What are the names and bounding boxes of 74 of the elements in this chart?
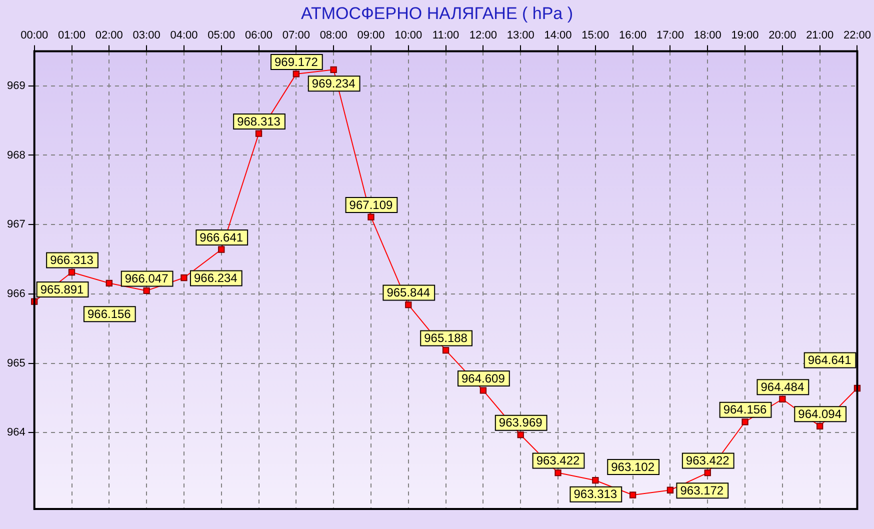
y-tick-label: 965 [6, 357, 26, 370]
point [816, 422, 824, 430]
data-label: 966.156 [87, 306, 132, 321]
x-tick-label: 02:00 [95, 30, 123, 42]
point [405, 301, 412, 308]
x-tick-label: 16:00 [619, 30, 647, 42]
x-tick-label: 00:00 [20, 30, 48, 42]
data-label: 964.484 [760, 380, 804, 394]
point [442, 346, 450, 354]
y-tick-label: 964 [6, 426, 26, 439]
y-tick-label: 968 [6, 149, 26, 162]
point [330, 66, 337, 73]
x-tick-label: 11:00 [432, 30, 460, 42]
data-label: 963.313 [574, 487, 618, 502]
point [554, 469, 562, 476]
x-tick-label: 09:00 [357, 30, 385, 42]
data-label: 964.641 [808, 353, 852, 368]
data-label: 964.156 [723, 402, 768, 417]
x-tick-label: 06:00 [245, 30, 273, 42]
point [480, 387, 487, 394]
x-tick-label: 13:00 [506, 30, 534, 42]
point [742, 418, 748, 426]
x-tick-label: 12:00 [469, 30, 497, 42]
data-label: 967.109 [349, 198, 393, 212]
x-tick-label: 15:00 [582, 30, 610, 42]
data-label: 965.188 [424, 331, 468, 346]
data-label: 963.102 [611, 460, 655, 474]
point [180, 274, 188, 282]
x-tick-label: 22:00 [843, 30, 871, 42]
data-label: 966.641 [200, 230, 244, 244]
point [704, 469, 711, 476]
data-label: 966.234 [194, 271, 238, 286]
data-label: 966.313 [50, 253, 94, 268]
point [143, 287, 150, 294]
data-label: 963.172 [680, 483, 724, 498]
point [68, 268, 76, 276]
x-tick-label: 05:00 [208, 30, 236, 42]
data-label: 968.313 [237, 114, 281, 128]
x-tick-label: 07:00 [282, 30, 310, 42]
x-tick-label: 21:00 [806, 30, 834, 42]
point [368, 214, 374, 220]
point [255, 130, 262, 137]
x-tick-label: 19:00 [731, 30, 759, 42]
x-tick-label: 10:00 [394, 30, 422, 42]
x-tick-label: 20:00 [768, 30, 796, 42]
data-label: 964.094 [798, 406, 842, 421]
x-tick-label: 01:00 [58, 30, 86, 42]
x-tick-label: 08:00 [320, 30, 348, 42]
point [292, 70, 300, 78]
data-label: 966.047 [124, 272, 169, 286]
x-tick-label: 17:00 [656, 30, 684, 42]
data-label: 969.172 [274, 54, 318, 69]
point [666, 486, 674, 494]
x-tick-label: 04:00 [170, 30, 198, 42]
data-label: 963.422 [686, 454, 730, 468]
x-tick-label: 14:00 [544, 30, 572, 42]
data-label: 969.234 [312, 76, 356, 90]
x-tick-label: 18:00 [694, 30, 722, 42]
data-label: 965.891 [40, 282, 84, 296]
data-label: 963.422 [536, 454, 580, 468]
y-tick-label: 966 [6, 288, 26, 300]
point [629, 492, 636, 498]
point [517, 432, 524, 438]
x-tick-label: 03:00 [132, 30, 160, 42]
data-label: 965.844 [386, 286, 430, 300]
data-label: 964.609 [462, 371, 506, 386]
y-tick-label: 967 [6, 218, 26, 231]
data-label: 963.969 [498, 416, 543, 430]
point [592, 477, 599, 484]
point [779, 396, 786, 402]
chart-title: АТМОСФЕРНО НАЛЯГАНЕ ( hPa ) [300, 4, 574, 24]
point [218, 246, 225, 253]
point [106, 280, 112, 286]
y-tick-label: 969 [6, 80, 26, 92]
